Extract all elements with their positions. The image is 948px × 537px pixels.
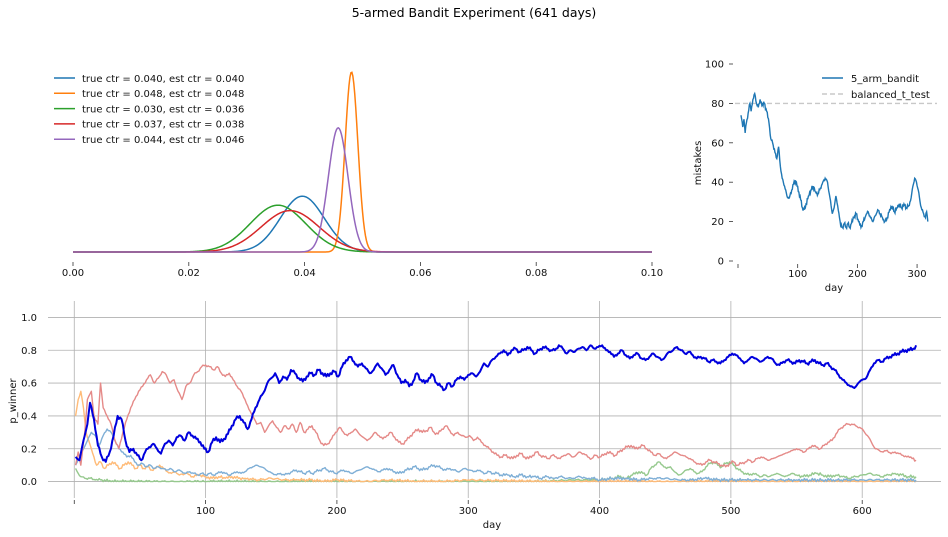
p-winner-x-tick-label: 400: [590, 506, 609, 517]
posterior-x-tick-label: 0.02: [178, 268, 200, 279]
p-winner-x-axis-label: day: [483, 520, 501, 531]
mistakes-y-tick-label: 80: [711, 99, 724, 110]
mistakes-panel: 0 20 40 60 80 100 100 200 300 day mistakes 5_arm_ba…: [693, 60, 937, 294]
mistakes-x-tick-label: 300: [908, 269, 927, 280]
p-winner-series-2: [74, 364, 917, 468]
p-winner-y-tick-label: 0.0: [21, 477, 37, 488]
p-winner-x-tick-label: 100: [196, 506, 215, 517]
mistakes-y-axis-label: mistakes: [693, 141, 704, 186]
p-winner-y-tick-label: 0.4: [21, 411, 37, 422]
p-winner-y-tick-label: 0.6: [21, 379, 37, 390]
mistakes-y-tick-label: 20: [711, 217, 724, 228]
legend-label: true ctr = 0.044, est ctr = 0.046: [82, 135, 244, 146]
p-winner-series-3: [74, 428, 917, 483]
legend-label: 5_arm_bandit: [851, 74, 919, 85]
p-winner-x-tick-label: 500: [721, 506, 740, 517]
p-winner-series-4: [74, 390, 917, 483]
mistakes-y-tick-label: 40: [711, 178, 724, 189]
posterior-density-panel: 0.00 0.02 0.04 0.06 0.08 0.10 true ctr = 0.040…: [54, 71, 663, 279]
bandit-mistakes-line: [740, 91, 929, 231]
p-winner-x-tick-label: 200: [327, 506, 346, 517]
posterior-x-tick-label: 0.06: [409, 268, 431, 279]
legend-label: true ctr = 0.048, est ctr = 0.048: [82, 89, 244, 100]
figure-title: 5-armed Bandit Experiment (641 days): [351, 5, 597, 20]
p-winner-y-tick-label: 1.0: [21, 313, 37, 324]
mistakes-x-tick-label: 200: [848, 269, 867, 280]
p-winner-series-1: [74, 344, 917, 463]
p-winner-x-tick-label: 300: [459, 506, 478, 517]
legend-label: true ctr = 0.040, est ctr = 0.040: [82, 74, 244, 85]
p-winner-x-tick-label: 600: [853, 506, 872, 517]
p-winner-y-tick-label: 0.2: [21, 444, 37, 455]
mistakes-y-tick-label: 100: [705, 60, 724, 71]
posterior-x-tick-label: 0.10: [641, 268, 663, 279]
mistakes-y-tick-label: 60: [711, 138, 724, 149]
legend-label: balanced_t_test: [851, 90, 930, 101]
p-winner-y-tick-label: 0.8: [21, 346, 37, 357]
posterior-curve-5: [73, 126, 652, 253]
p-winner-panel: 0.0 0.2 0.4 0.6 0.8 1.0 100 200 300 400 500 600 day p…: [8, 301, 941, 531]
mistakes-x-axis-label: day: [825, 283, 843, 294]
posterior-x-tick-label: 0.04: [293, 268, 315, 279]
posterior-x-tick-label: 0.00: [62, 268, 84, 279]
posterior-x-tick-label: 0.08: [525, 268, 547, 279]
mistakes-y-tick-label: 0: [718, 257, 724, 268]
mistakes-x-tick-label: 100: [788, 269, 807, 280]
legend-label: true ctr = 0.037, est ctr = 0.038: [82, 120, 244, 131]
p-winner-y-axis-label: p_winner: [8, 377, 19, 423]
legend-label: true ctr = 0.030, est ctr = 0.036: [82, 104, 244, 115]
